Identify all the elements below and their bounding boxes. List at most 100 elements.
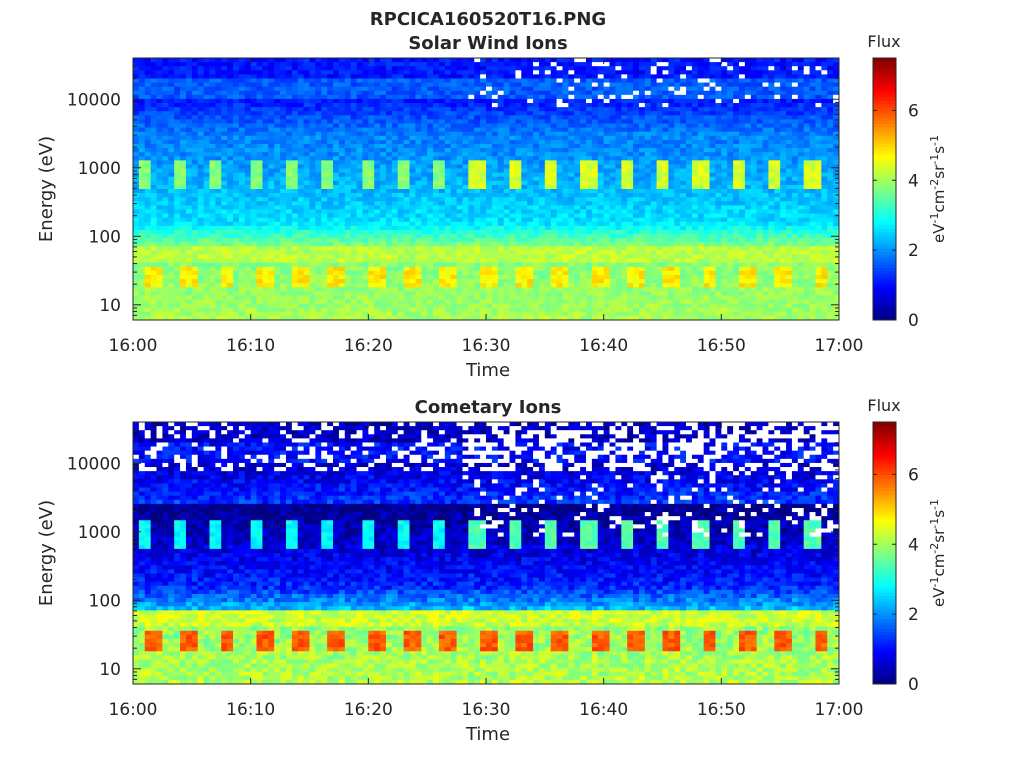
heatmap-cell: [444, 299, 452, 305]
heatmap-cell: [491, 168, 499, 174]
heatmap-cell: [503, 242, 510, 247]
heatmap-cell: [409, 221, 416, 227]
heatmap-cell: [380, 70, 387, 75]
heatmap-cell: [527, 90, 534, 96]
heatmap-cell: [480, 70, 487, 75]
heatmap-cell: [480, 295, 487, 300]
heatmap-cell: [527, 131, 534, 137]
heatmap-cell: [197, 229, 204, 235]
heatmap-cell: [462, 254, 469, 259]
heatmap-cell: [456, 123, 463, 128]
heatmap-cell: [303, 262, 310, 268]
heatmap-cell: [209, 250, 216, 255]
heatmap-cell: [509, 78, 516, 83]
heatmap-cell: [503, 184, 510, 190]
heatmap-cell: [238, 168, 246, 174]
heatmap-cell: [497, 221, 505, 227]
heatmap-cell: [297, 205, 305, 210]
heatmap-cell: [468, 258, 475, 264]
heatmap-cell: [209, 246, 216, 251]
heatmap-cell: [468, 299, 475, 305]
heatmap-cell: [168, 311, 175, 317]
heatmap-cell: [503, 291, 510, 296]
heatmap-cell: [150, 156, 157, 161]
heatmap-cell: [203, 315, 210, 321]
heatmap-cell: [362, 201, 369, 206]
heatmap-cell: [556, 98, 563, 104]
heatmap-cell: [456, 209, 463, 214]
heatmap-cell: [562, 156, 569, 161]
heatmap-cell: [250, 148, 257, 153]
heatmap-cell: [233, 193, 240, 198]
heatmap-cell: [527, 311, 534, 317]
heatmap-cell: [362, 311, 369, 317]
heatmap-cell: [497, 131, 505, 137]
heatmap-cell: [350, 180, 357, 186]
heatmap-cell: [197, 156, 204, 161]
heatmap-cell: [333, 283, 340, 288]
heatmap-cell: [162, 90, 169, 96]
heatmap-cell: [338, 119, 346, 124]
heatmap-cell: [385, 221, 393, 227]
heatmap-cell: [421, 74, 428, 79]
heatmap-cell: [138, 160, 146, 165]
heatmap-cell: [427, 168, 434, 174]
heatmap-cell: [380, 115, 387, 120]
heatmap-cell: [433, 266, 440, 272]
heatmap-cell: [462, 143, 469, 149]
heatmap-cell: [403, 98, 410, 104]
heatmap-cell: [527, 139, 534, 145]
heatmap-cell: [291, 238, 299, 243]
heatmap-cell: [562, 287, 569, 292]
heatmap-cell: [474, 209, 481, 214]
heatmap-cell: [521, 209, 528, 214]
heatmap-cell: [533, 156, 540, 161]
heatmap-cell: [515, 217, 522, 223]
heatmap-cell: [438, 123, 446, 128]
heatmap-cell: [321, 74, 328, 79]
heatmap-cell: [138, 78, 146, 83]
heatmap-cell: [533, 279, 540, 284]
heatmap-cell: [574, 143, 581, 149]
heatmap-cell: [203, 143, 210, 149]
heatmap-cell: [162, 152, 169, 157]
heatmap-cell: [362, 254, 369, 259]
heatmap-cell: [297, 98, 305, 104]
heatmap-cell: [256, 287, 263, 292]
heatmap-cell: [527, 82, 534, 88]
heatmap-cell: [221, 127, 228, 133]
heatmap-cell: [156, 221, 163, 227]
heatmap-cell: [191, 180, 199, 186]
heatmap-cell: [491, 164, 499, 169]
heatmap-cell: [368, 291, 375, 296]
heatmap-cell: [474, 123, 481, 128]
heatmap-cell: [321, 184, 328, 190]
heatmap-cell: [515, 225, 522, 231]
heatmap-cell: [486, 238, 493, 243]
heatmap-cell: [221, 291, 228, 296]
heatmap-cell: [474, 70, 481, 75]
heatmap-cell: [291, 193, 299, 198]
heatmap-cell: [356, 238, 363, 243]
heatmap-cell: [315, 250, 322, 255]
heatmap-cell: [580, 193, 587, 198]
heatmap-cell: [215, 107, 222, 112]
heatmap-cell: [238, 156, 246, 161]
heatmap-cell: [285, 250, 293, 255]
heatmap-cell: [503, 139, 510, 145]
heatmap-cell: [568, 189, 575, 194]
heatmap-cell: [174, 135, 181, 141]
heatmap-cell: [233, 62, 240, 67]
heatmap-cell: [468, 103, 475, 108]
heatmap-cell: [227, 303, 234, 309]
heatmap-cell: [486, 94, 493, 100]
heatmap-cell: [586, 135, 593, 141]
heatmap-cell: [191, 127, 199, 133]
heatmap-cell: [368, 82, 375, 88]
heatmap-cell: [521, 315, 528, 321]
heatmap-cell: [503, 262, 510, 268]
heatmap-cell: [180, 283, 187, 288]
heatmap-cell: [397, 311, 405, 317]
heatmap-cell: [280, 242, 287, 247]
heatmap-cell: [391, 225, 399, 231]
